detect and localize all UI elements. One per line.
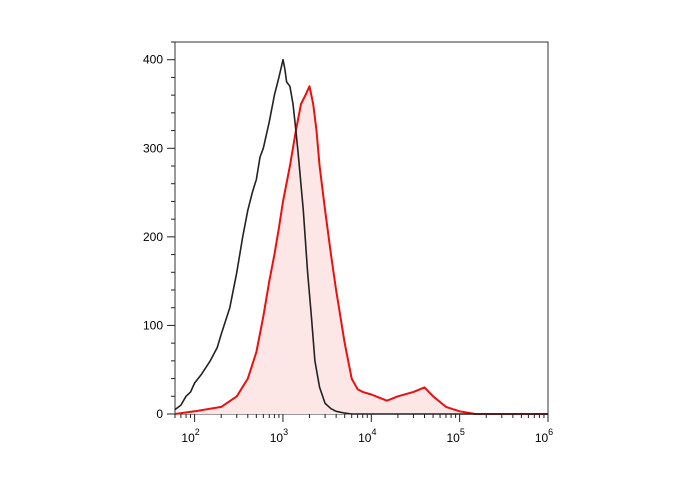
y-axis: 0 100 200 300 400 — [143, 41, 175, 421]
x-tick-label: 104 — [358, 427, 376, 445]
series-0-line — [174, 58, 548, 415]
y-tick-label: 400 — [143, 53, 163, 67]
x-tick-exponent: 3 — [283, 427, 288, 437]
x-tick-exponent: 6 — [548, 427, 553, 437]
y-tick-label: 0 — [156, 407, 163, 421]
x-tick-exponent: 5 — [460, 427, 465, 437]
series-1-area — [175, 86, 548, 415]
x-tick-label: 106 — [535, 427, 553, 445]
x-tick-exponent: 2 — [195, 427, 200, 437]
x-tick-label: 105 — [446, 427, 464, 445]
x-axis: 102 103 104 105 106 — [174, 414, 553, 445]
series-1-line — [174, 85, 548, 415]
x-tick-exponent: 4 — [371, 427, 376, 437]
y-tick-label: 200 — [143, 230, 163, 244]
x-tick-label: 103 — [270, 427, 288, 445]
y-tick-label: 100 — [143, 318, 163, 332]
plot-area — [174, 41, 549, 415]
series-layer — [174, 58, 548, 415]
y-tick-label: 300 — [143, 141, 163, 155]
x-tick-label: 102 — [181, 427, 199, 445]
